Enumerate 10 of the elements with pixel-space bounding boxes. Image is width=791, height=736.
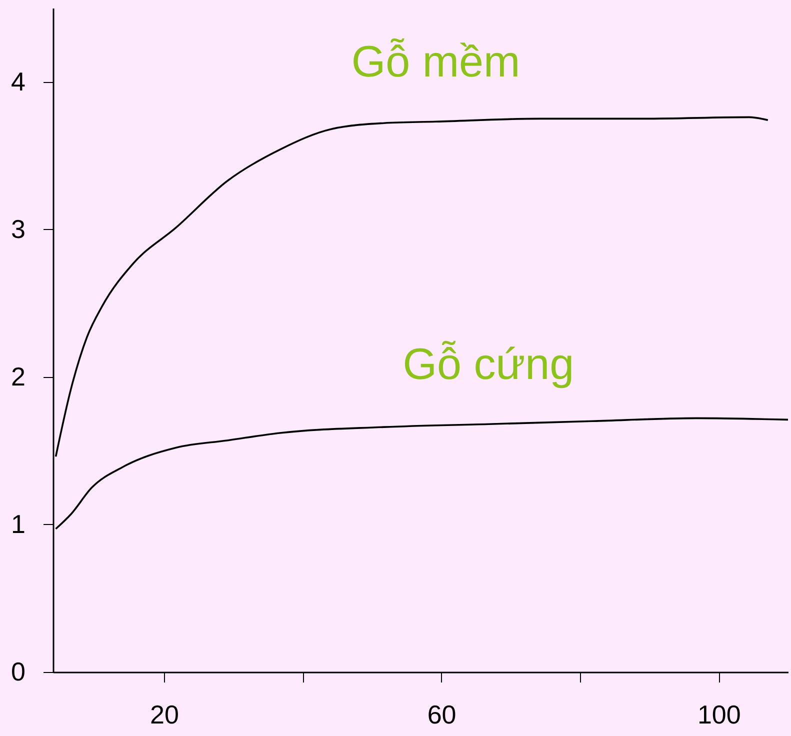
y-tick-label: 4	[11, 66, 26, 96]
y-tick-label: 1	[11, 508, 26, 539]
x-tick-label: 60	[427, 700, 456, 730]
series-label: Gỗ cứng	[402, 340, 574, 390]
x-tick-label: 100	[697, 700, 741, 730]
y-tick-label: 2	[11, 361, 26, 392]
series-label: Gỗ mềm	[351, 38, 520, 87]
x-tick-label: 20	[150, 700, 179, 730]
y-tick-label: 0	[11, 656, 26, 686]
y-tick-label: 3	[11, 214, 26, 244]
